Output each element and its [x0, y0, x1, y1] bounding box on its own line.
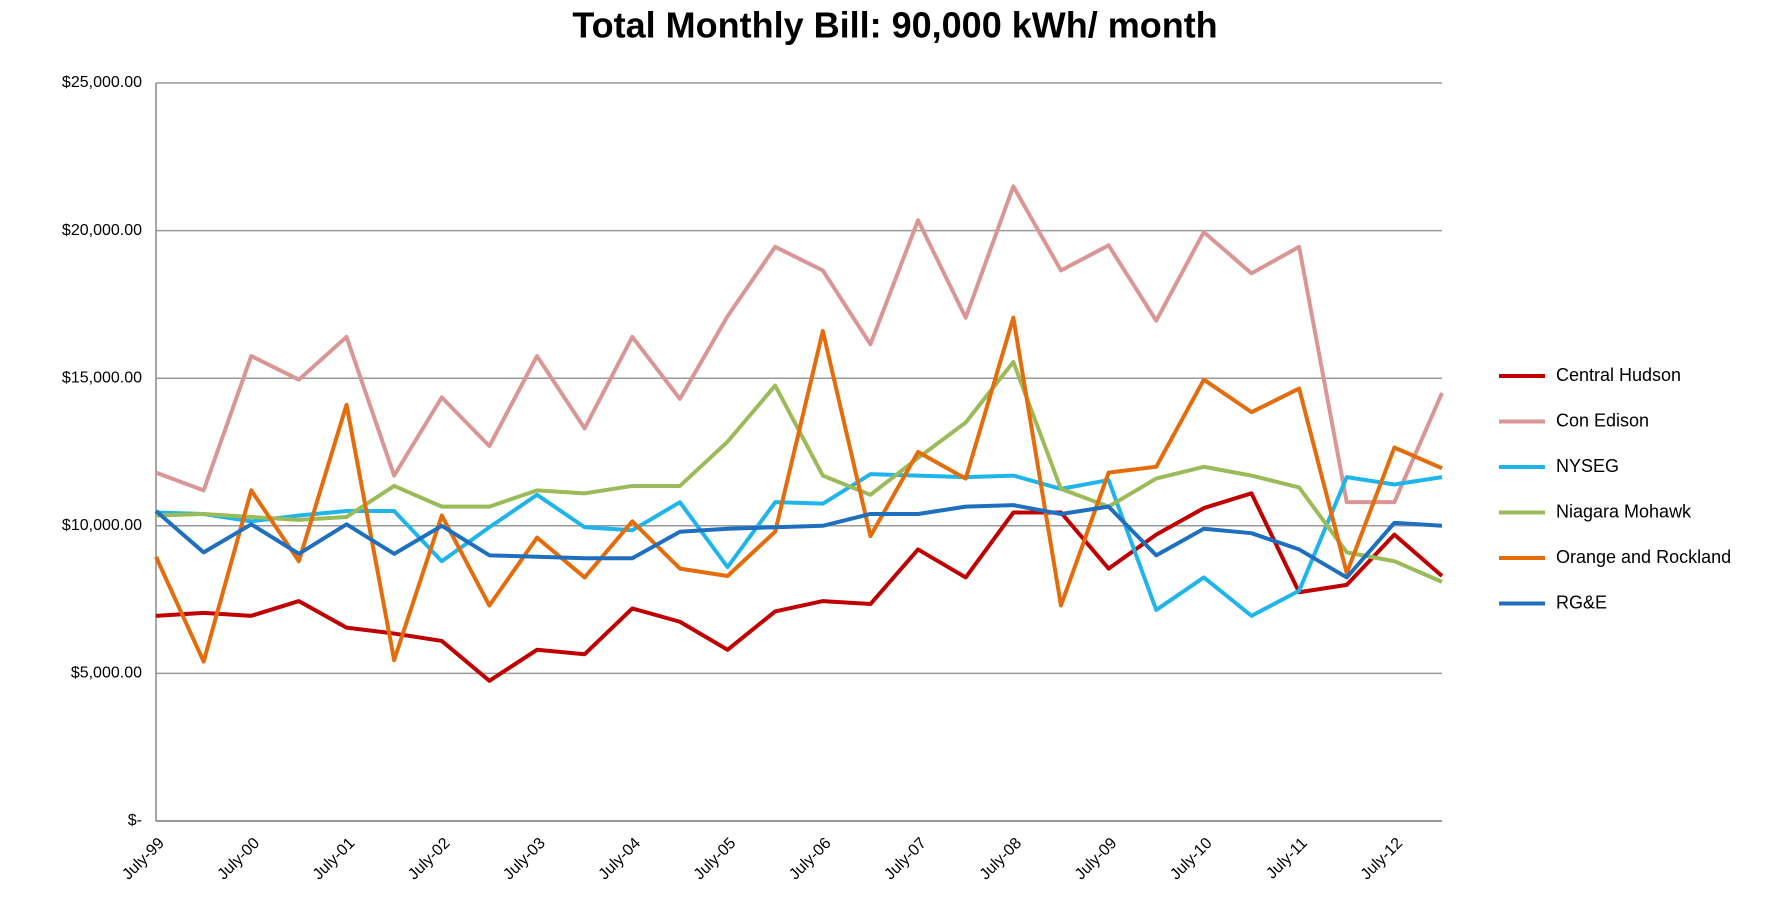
x-tick-label: July-99: [119, 835, 168, 884]
x-tick-label: July-01: [310, 835, 359, 884]
y-tick-label: $10,000.00: [62, 517, 142, 534]
x-tick-label: July-03: [500, 835, 549, 884]
x-tick-label: July-05: [691, 835, 740, 884]
legend-label: NYSEG: [1556, 456, 1619, 476]
legend-label: Central Hudson: [1556, 365, 1681, 385]
x-tick-label: July-08: [977, 835, 1026, 884]
series-line: [154, 315, 1443, 664]
y-tick-label: $25,000.00: [62, 74, 142, 91]
chart-title: Total Monthly Bill: 90,000 kWh/ month: [572, 5, 1217, 46]
x-tick-label: July-12: [1358, 835, 1407, 884]
series-line: [155, 359, 1443, 584]
series-line: [155, 184, 1444, 505]
legend-label: Con Edison: [1556, 410, 1649, 430]
series-line: [154, 503, 1443, 580]
x-tick-label: July-02: [405, 835, 454, 884]
x-tick-label: July-07: [881, 835, 930, 884]
x-tick-label: July-10: [1167, 835, 1216, 884]
y-tick-label: $5,000.00: [71, 665, 142, 682]
y-tick-label: $-: [128, 812, 142, 829]
x-tick-label: July-06: [786, 835, 835, 884]
y-tick-label: $15,000.00: [62, 369, 142, 386]
x-tick-label: July-00: [215, 835, 264, 884]
legend-label: Orange and Rockland: [1556, 547, 1731, 567]
y-tick-label: $20,000.00: [62, 222, 142, 239]
series-line: [155, 472, 1443, 618]
legend-label: Niagara Mohawk: [1556, 501, 1692, 521]
legend-label: RG&E: [1556, 592, 1607, 612]
x-tick-label: July-11: [1263, 835, 1311, 883]
x-tick-label: July-09: [1072, 835, 1121, 884]
series-line: [155, 491, 1444, 683]
x-tick-label: July-04: [596, 835, 645, 884]
